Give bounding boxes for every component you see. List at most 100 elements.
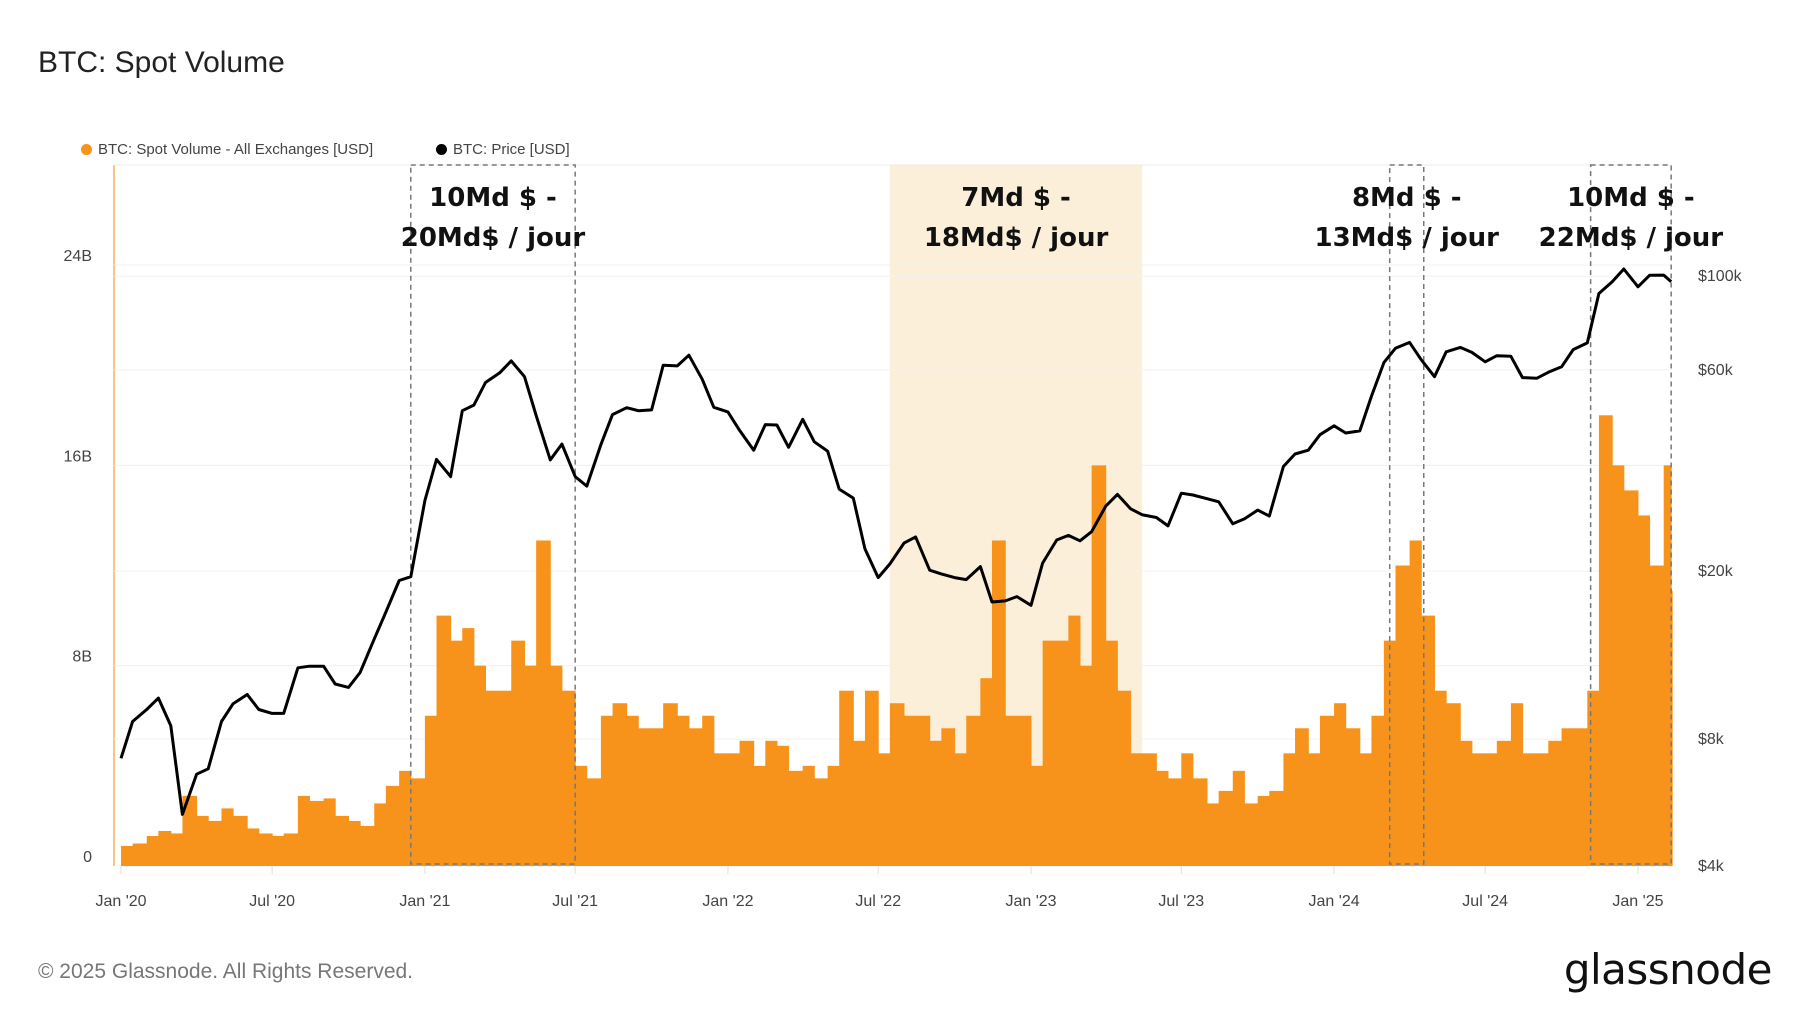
- x-tick-label: Jan '22: [702, 893, 753, 910]
- volume-bar: [1168, 778, 1182, 866]
- volume-bar: [1637, 515, 1651, 866]
- volume-bar: [929, 740, 942, 866]
- volume-bar: [1181, 753, 1194, 866]
- volume-bar: [1334, 703, 1347, 866]
- price-line: [119, 267, 1673, 816]
- volume-bar: [121, 845, 134, 866]
- volume-bar: [1359, 753, 1372, 866]
- y-right-tick-label: $100k: [1698, 268, 1743, 285]
- volume-bar: [1117, 690, 1132, 866]
- volume-bar: [399, 770, 412, 866]
- volume-bar: [1105, 640, 1118, 866]
- volume-bar: [499, 690, 512, 866]
- volume-bar: [1079, 665, 1093, 866]
- legend-label: BTC: Price [USD]: [453, 141, 570, 158]
- annotation-label: 10Md $ -: [429, 183, 557, 213]
- annotation-label: 22Md$ / jour: [1539, 223, 1724, 253]
- volume-bar: [1496, 740, 1512, 866]
- volume-bar: [146, 835, 159, 866]
- volume-bar: [586, 778, 602, 866]
- x-tick-label: Jul '23: [1158, 893, 1204, 910]
- volume-bar: [1244, 803, 1259, 866]
- x-tick-label: Jan '20: [95, 893, 146, 910]
- volume-bar: [1295, 728, 1309, 866]
- black-dot-icon: [436, 144, 447, 155]
- volume-bar: [1612, 465, 1625, 866]
- volume-bar: [1446, 703, 1461, 866]
- x-tick-label: Jul '21: [552, 893, 598, 910]
- volume-bar: [1207, 803, 1220, 866]
- volume-bar: [827, 765, 840, 866]
- volume-bar: [1016, 715, 1032, 866]
- volume-bar: [991, 540, 1006, 866]
- volume-bar: [1598, 415, 1613, 866]
- volume-bar: [1257, 795, 1270, 866]
- volume-bar: [132, 843, 148, 866]
- volume-bar: [1068, 615, 1081, 866]
- y-left-tick-label: 0: [83, 849, 92, 866]
- annotation-dashed-box: [1589, 164, 1672, 865]
- volume-bar: [651, 728, 664, 866]
- volume-bar: [980, 678, 993, 866]
- volume-bar: [1395, 565, 1411, 866]
- volume-bar: [536, 540, 551, 866]
- legend-item-volume[interactable]: BTC: Spot Volume - All Exchanges [USD]: [81, 141, 373, 158]
- volume-bar: [1522, 753, 1538, 866]
- volume-bar: [1031, 765, 1044, 866]
- volume-bar: [1218, 790, 1234, 866]
- y-left-tick-label: 24B: [64, 248, 92, 265]
- volume-bar: [485, 690, 501, 866]
- volume-bar: [247, 828, 260, 866]
- volume-bar: [802, 765, 815, 866]
- glassnode-logo: glassnode: [1563, 945, 1773, 994]
- volume-bar: [297, 795, 310, 866]
- volume-bar: [966, 715, 981, 866]
- volume-bar: [889, 703, 905, 866]
- volume-bar: [462, 628, 475, 866]
- legend-label: BTC: Spot Volume - All Exchanges [USD]: [98, 141, 374, 158]
- x-tick-label: Jul '20: [249, 893, 295, 910]
- annotation-label: 20Md$ / jour: [401, 223, 586, 253]
- volume-bar: [1649, 565, 1665, 866]
- y-left-tick-label: 8B: [72, 649, 92, 666]
- y-right-tick-label: $4k: [1698, 858, 1725, 875]
- volume-bar: [776, 745, 790, 866]
- volume-bar: [1663, 465, 1672, 866]
- volume-bar: [677, 715, 690, 866]
- volume-bar: [1561, 728, 1574, 866]
- annotation-label: 10Md $ -: [1567, 183, 1695, 213]
- volume-bar: [612, 703, 628, 866]
- annotation-dashed-box: [410, 164, 576, 865]
- volume-bar: [600, 715, 614, 866]
- volume-bar: [638, 728, 653, 866]
- volume-bar: [1434, 690, 1447, 866]
- volume-bar: [283, 833, 299, 866]
- volume-bar: [221, 808, 234, 866]
- volume-bar: [1283, 753, 1296, 866]
- volume-bar: [272, 835, 285, 866]
- volume-bar: [258, 833, 273, 866]
- y-right-tick-label: $60k: [1698, 362, 1734, 379]
- x-tick-label: Jan '23: [1005, 893, 1056, 910]
- volume-bar: [1421, 615, 1436, 866]
- volume-bar: [739, 740, 755, 866]
- volume-bar: [1130, 753, 1143, 866]
- volume-bar: [1319, 715, 1335, 866]
- volume-bar: [450, 640, 463, 866]
- volume-bar: [524, 665, 537, 866]
- volume-bar: [1371, 715, 1385, 866]
- volume-bar: [788, 770, 804, 866]
- x-tick-label: Jul '22: [855, 893, 901, 910]
- orange-dot-icon: [81, 144, 92, 155]
- legend-item-price[interactable]: BTC: Price [USD]: [436, 141, 570, 158]
- volume-bar: [1573, 728, 1588, 866]
- volume-bar: [1308, 753, 1321, 866]
- volume-bar: [1232, 770, 1245, 866]
- volume-bar: [575, 765, 588, 866]
- volume-bar: [1587, 690, 1600, 866]
- volume-bar: [853, 740, 866, 866]
- volume-bar: [436, 615, 452, 866]
- volume-bar: [1548, 740, 1563, 866]
- volume-bar: [170, 833, 183, 866]
